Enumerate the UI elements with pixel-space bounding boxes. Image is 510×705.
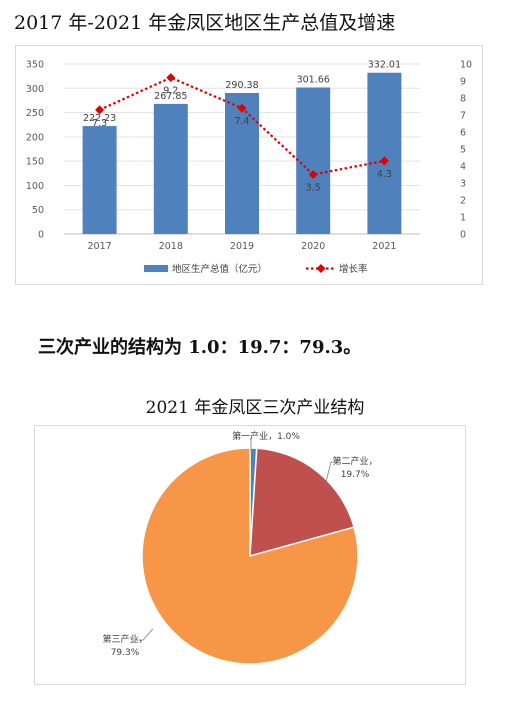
pie-chart: 第一产业，1.0% 第二产业， 19.7% 第三产业， 79.3%	[34, 425, 466, 685]
bar	[225, 92, 259, 234]
y2-tick-label: 3	[460, 179, 466, 190]
bar-value-label: 267.85	[154, 91, 187, 102]
y-tick-label: 0	[38, 230, 44, 241]
x-tick-label: 2020	[301, 241, 325, 252]
x-tick-label: 2017	[88, 241, 112, 252]
bar-value-label: 290.38	[225, 80, 258, 91]
growth-value-label: 7.3	[92, 118, 107, 129]
pie-slice	[141, 447, 359, 665]
growth-value-label: 7.4	[234, 116, 249, 127]
industry-structure-sentence: 三次产业的结构为 1.0：19.7：79.3。	[38, 337, 362, 358]
y2-tick-label: 10	[460, 60, 472, 71]
slice-label-tertiary: 第三产业，	[102, 633, 147, 645]
pie-title: 2021 年金凤区三次产业结构	[145, 398, 365, 418]
growth-point	[379, 156, 389, 166]
y2-tick-label: 6	[460, 128, 466, 139]
y-tick-label: 350	[26, 60, 44, 71]
pie-chart-svg: 第一产业，1.0% 第二产业， 19.7% 第三产业， 79.3%	[102, 430, 378, 665]
bar	[367, 72, 402, 234]
y-tick-label: 250	[26, 108, 44, 119]
growth-value-label: 9.2	[163, 86, 178, 97]
leader-line	[324, 461, 339, 487]
legend-line-label: 增长率	[339, 263, 368, 275]
x-tick-label: 2021	[372, 241, 396, 252]
bar	[153, 103, 188, 234]
bar-value-label: 301.66	[297, 74, 330, 85]
y-tick-label: 50	[32, 205, 44, 216]
slice-label-primary: 第一产业，1.0%	[232, 430, 300, 442]
slice-label-secondary: 第二产业，	[332, 455, 377, 467]
combo-chart-svg: 0 50 100 150 200 250 300 350 0 1 2 3 4 5 6 7 8 9 10 222.23 2…	[26, 60, 472, 276]
y2-tick-label: 4	[460, 162, 466, 173]
legend-line-marker	[316, 264, 326, 273]
slice-value-tertiary: 79.3%	[111, 648, 140, 658]
x-tick-label: 2019	[230, 241, 254, 252]
pie-slice	[249, 447, 356, 558]
bar	[296, 87, 331, 234]
y-tick-label: 200	[26, 132, 44, 143]
growth-point	[237, 103, 247, 113]
y2-tick-label: 9	[460, 77, 466, 88]
y-tick-label: 100	[26, 181, 44, 192]
y2-tick-label: 7	[460, 111, 466, 122]
bar	[82, 126, 117, 234]
chart-title: 2017 年-2021 年金凤区地区生产总值及增速	[14, 12, 396, 34]
x-tick-label: 2018	[159, 241, 183, 252]
legend-bar-swatch	[144, 265, 168, 272]
growth-point	[308, 170, 318, 179]
y2-tick-label: 8	[460, 94, 466, 105]
y2-tick-label: 2	[460, 196, 466, 207]
y2-tick-label: 1	[460, 213, 466, 224]
slice-value-secondary: 19.7%	[341, 470, 370, 480]
legend: 地区生产总值（亿元） 增长率	[144, 263, 368, 275]
growth-value-label: 4.3	[377, 169, 392, 180]
y-tick-label: 150	[26, 157, 44, 168]
y2-tick-label: 5	[460, 145, 466, 156]
y2-tick-label: 0	[460, 230, 466, 241]
bar-value-label: 222.23	[83, 113, 116, 124]
bar-value-label: 332.01	[368, 60, 401, 71]
y-tick-label: 300	[26, 84, 44, 95]
leader-line	[136, 628, 154, 641]
growth-point	[95, 105, 105, 115]
combo-chart: 0 50 100 150 200 250 300 350 0 1 2 3 4 5 6 7 8 9 10 222.23 2…	[15, 45, 483, 285]
growth-point	[166, 73, 176, 83]
legend-bar-label: 地区生产总值（亿元）	[172, 263, 267, 275]
growth-value-label: 3.5	[306, 183, 321, 194]
